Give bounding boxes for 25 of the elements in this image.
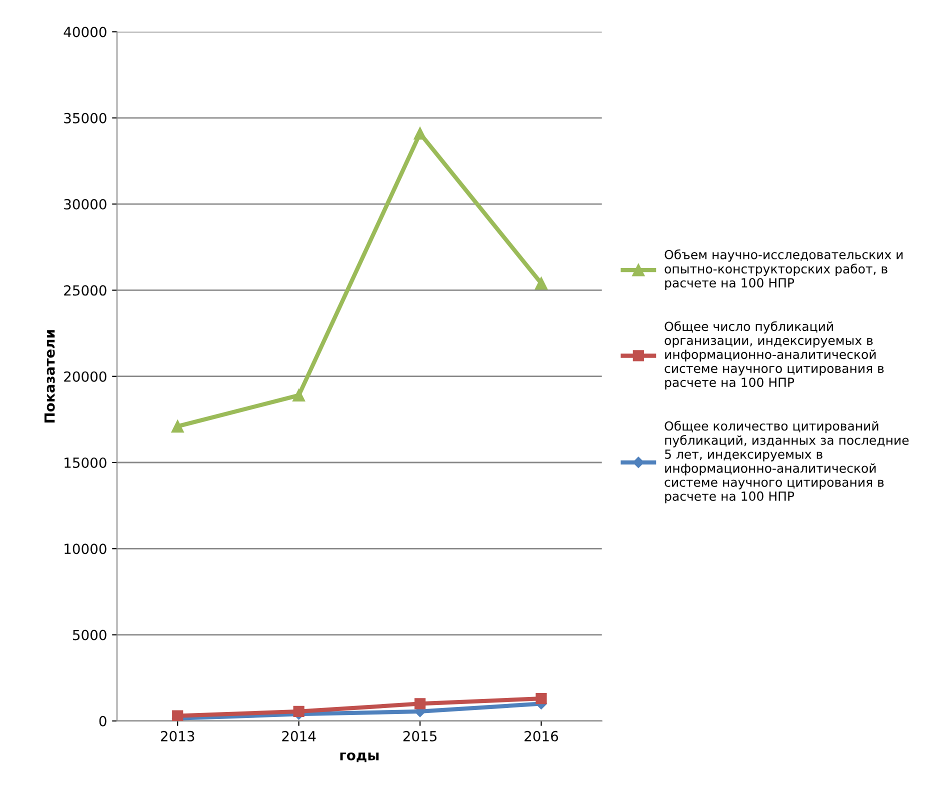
legend-label: Объем научно-исследовательских и опытно-конструкторских работ, в расчете на 100 НПР: [664, 249, 903, 290]
point: [414, 127, 426, 140]
y-tick-label: 30000: [64, 199, 106, 210]
point: [171, 420, 184, 433]
x-tick-label: 2014: [282, 730, 316, 742]
legend-label: Общее число публикаций организации, индексируемых в информационно-аналитической системе научного цитирования в расчете на 100 НПР: [664, 321, 884, 390]
x-axis-title: годы: [340, 752, 379, 762]
y-tick-label: 40000: [64, 26, 106, 38]
point: [534, 277, 548, 290]
y-tick-label: 10000: [64, 544, 106, 554]
y-tick-label: 20000: [64, 371, 106, 382]
y-axis-title: Показатели: [44, 330, 55, 422]
y-tick-label: 5000: [73, 630, 106, 640]
x-tick-label: 2016: [524, 730, 558, 742]
y-tick-label: 0: [99, 716, 106, 726]
y-tick-label: 35000: [64, 112, 106, 124]
legend-label: Общее количество цитирований публикаций, изданных за последние 5 лет, индексируемых в информационно-аналитической системе научного цитирования в расчете на 100 НПР: [664, 420, 909, 504]
y-tick-label: 15000: [64, 457, 106, 468]
point: [292, 389, 306, 402]
point: [293, 706, 304, 718]
y-tick-label: 25000: [64, 285, 106, 296]
x-tick-label: 2015: [403, 730, 436, 742]
x-tick-label: 2013: [160, 730, 194, 742]
point: [414, 698, 426, 710]
point: [536, 692, 547, 704]
